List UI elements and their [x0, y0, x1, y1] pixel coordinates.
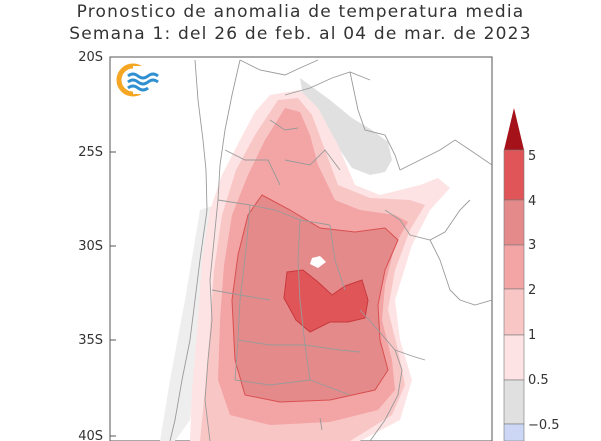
anomaly-4-5-area: [283, 269, 369, 333]
colorbar-label-4: 4: [528, 194, 536, 209]
colorbar-label-2: 2: [528, 283, 536, 298]
political-boundaries: [169, 59, 492, 441]
latitude-axis: 20S 25S 30S 35S 40S: [78, 50, 116, 441]
lat-label-25s: 25S: [78, 145, 103, 160]
lat-label-30s: 30S: [78, 239, 103, 254]
colorbar-2-3: [503, 244, 525, 290]
colorbar: 5 4 3 2 1 0.5 −0.5: [503, 108, 560, 441]
colorbar-negative: [503, 423, 525, 441]
lat-label-35s: 35S: [78, 333, 103, 348]
lat-label-40s: 40S: [78, 429, 103, 441]
neutral-anomaly-area-west: [160, 205, 215, 441]
lake-spot: [310, 256, 326, 268]
colorbar-1-2: [503, 288, 525, 336]
colorbar-label-1: 1: [528, 328, 536, 343]
colorbar-label-5: 5: [528, 149, 536, 164]
colorbar-label-0-5: 0.5: [528, 373, 549, 388]
colorbar-extend-triangle: [504, 108, 524, 150]
neutral-anomaly-area: [300, 78, 392, 175]
lat-label-20s: 20S: [78, 50, 103, 65]
colorbar-3-4: [503, 199, 525, 246]
map-subtitle: Semana 1: del 26 de feb. al 04 de mar. d…: [69, 24, 532, 44]
colorbar-4-5: [503, 149, 525, 201]
map-title: Pronostico de anomalia de temperatura me…: [76, 2, 525, 22]
colorbar-neutral: [503, 379, 525, 425]
smn-logo: [116, 63, 159, 97]
colorbar-label-3: 3: [528, 238, 536, 253]
colorbar-label-neg-0-5: −0.5: [528, 418, 560, 433]
colorbar-0-5-1: [503, 334, 525, 381]
